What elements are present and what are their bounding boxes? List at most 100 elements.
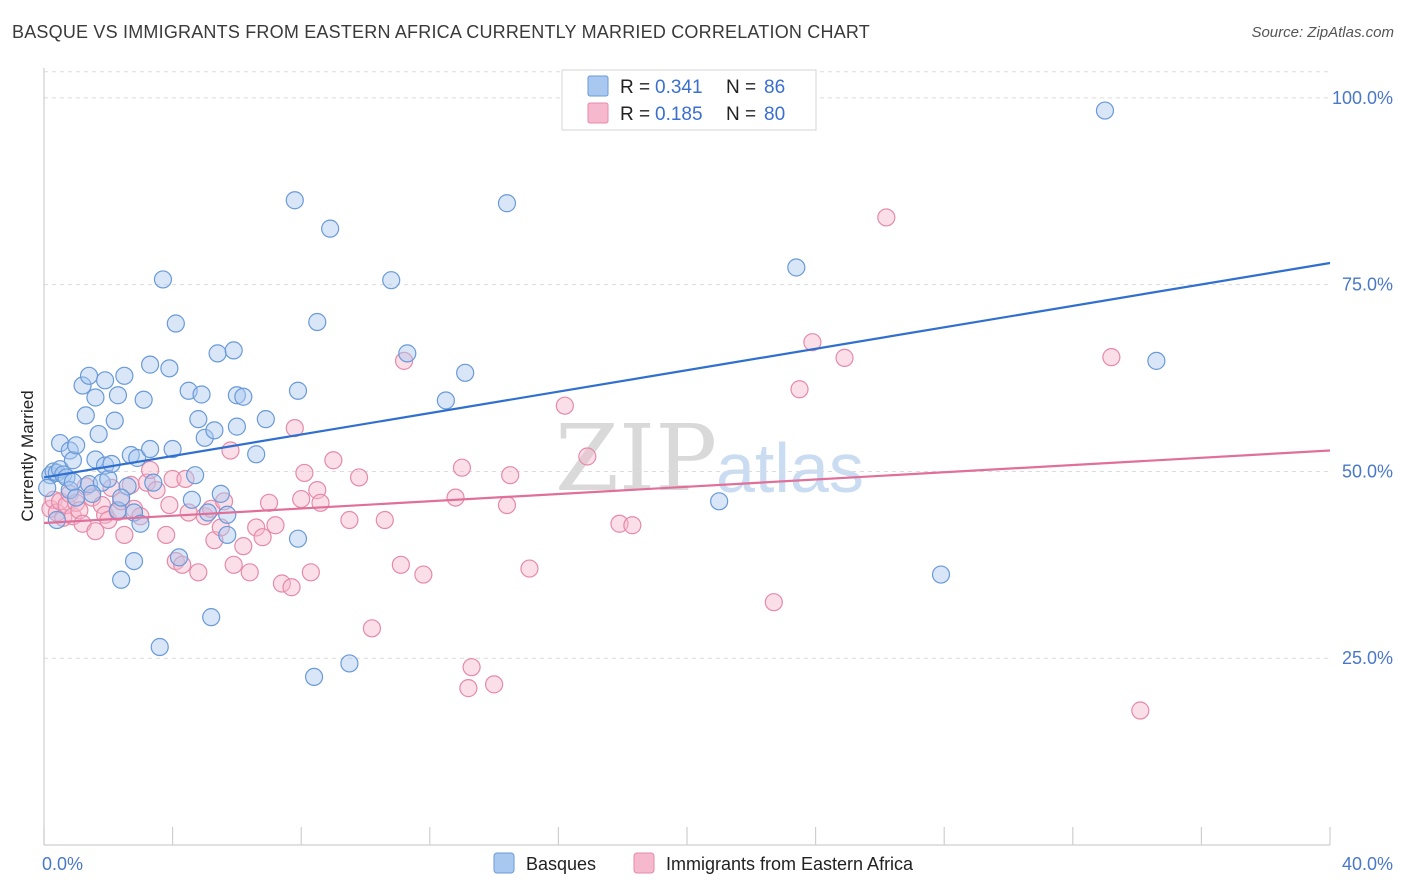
basques-point-44 bbox=[166, 314, 185, 333]
basques-point-80 bbox=[1095, 101, 1115, 120]
bottom-legend-label-immigrants: Immigrants from Eastern Africa bbox=[666, 854, 914, 874]
y-tick-label-75: 75.0% bbox=[1342, 275, 1393, 295]
immigrants-point-81 bbox=[1102, 348, 1121, 367]
immigrants-point-45 bbox=[253, 528, 272, 547]
basques-point-8 bbox=[63, 451, 83, 470]
immigrants-point-46 bbox=[259, 493, 279, 512]
basques-point-14 bbox=[76, 406, 95, 425]
source-credit: Source: ZipAtlas.com bbox=[1251, 24, 1394, 41]
legend-n-value-immigrants: 80 bbox=[764, 104, 785, 125]
basques-point-72 bbox=[382, 271, 401, 290]
basques-point-63 bbox=[247, 445, 266, 464]
immigrants-point-60 bbox=[375, 510, 394, 530]
basques-point-42 bbox=[160, 359, 179, 378]
basques-point-12 bbox=[67, 488, 86, 507]
legend-r-value-immigrants: 0.185 bbox=[655, 104, 703, 125]
basques-point-84 bbox=[112, 488, 131, 507]
basques-point-78 bbox=[787, 258, 806, 277]
legend-r-label-basques: R = bbox=[620, 77, 650, 98]
immigrants-point-28 bbox=[160, 495, 179, 515]
immigrants-point-58 bbox=[349, 468, 369, 487]
immigrants-point-66 bbox=[459, 679, 478, 698]
y-axis-title: Currently Married bbox=[18, 390, 37, 521]
basques-point-26 bbox=[108, 386, 128, 405]
immigrants-point-32 bbox=[176, 469, 195, 489]
immigrants-point-52 bbox=[295, 463, 314, 483]
basques-point-37 bbox=[140, 355, 160, 374]
immigrants-point-29 bbox=[163, 469, 182, 489]
immigrants-point-27 bbox=[157, 525, 176, 545]
legend-r-label-immigrants: R = bbox=[620, 104, 650, 125]
basques-point-6 bbox=[50, 433, 70, 453]
basques-point-23 bbox=[99, 469, 118, 489]
series-basques bbox=[38, 101, 1166, 686]
x-ticks bbox=[43, 827, 1331, 845]
immigrants-point-63 bbox=[414, 565, 433, 584]
legend-swatch-immigrants bbox=[587, 102, 609, 124]
basques-point-64 bbox=[256, 410, 275, 429]
x-tick-label-max: 40.0% bbox=[1342, 854, 1393, 874]
immigrants-point-56 bbox=[324, 451, 343, 470]
basques-point-65 bbox=[285, 191, 304, 210]
basques-point-50 bbox=[192, 385, 211, 404]
immigrants-point-44 bbox=[247, 518, 266, 537]
basques-point-73 bbox=[398, 344, 417, 363]
immigrants-point-65 bbox=[452, 458, 472, 477]
basques-point-17 bbox=[86, 388, 105, 407]
basques-point-15 bbox=[79, 366, 99, 385]
basques-point-69 bbox=[308, 312, 327, 332]
basques-point-71 bbox=[340, 654, 359, 673]
basques-point-13 bbox=[73, 376, 92, 395]
series-immigrants-eastern-africa bbox=[41, 208, 1150, 720]
basques-point-33 bbox=[124, 551, 144, 571]
basques-point-53 bbox=[202, 608, 221, 627]
basques-point-30 bbox=[118, 477, 137, 496]
basques-point-43 bbox=[163, 439, 182, 459]
legend-swatch-basques bbox=[587, 75, 609, 97]
immigrants-point-34 bbox=[189, 563, 208, 582]
legend-n-value-basques: 86 bbox=[764, 77, 785, 98]
immigrants-point-53 bbox=[301, 563, 320, 582]
basques-point-70 bbox=[321, 219, 340, 238]
bottom-legend-swatch-basques bbox=[493, 852, 515, 874]
basques-point-58 bbox=[218, 525, 237, 545]
basques-point-75 bbox=[456, 363, 475, 382]
immigrants-point-78 bbox=[803, 333, 822, 352]
basques-point-61 bbox=[227, 386, 246, 405]
immigrants-point-68 bbox=[485, 675, 504, 694]
basques-point-25 bbox=[105, 411, 124, 430]
basques-point-55 bbox=[208, 344, 227, 363]
y-tick-label-100: 100.0% bbox=[1332, 88, 1393, 108]
y-tick-label-25: 25.0% bbox=[1342, 648, 1393, 668]
immigrants-point-47 bbox=[266, 516, 285, 535]
immigrants-point-59 bbox=[362, 619, 382, 638]
immigrants-point-20 bbox=[115, 525, 134, 545]
basques-point-62 bbox=[234, 387, 253, 406]
basques-point-82 bbox=[38, 478, 57, 497]
immigrants-point-43 bbox=[240, 563, 259, 582]
basques-point-51 bbox=[195, 428, 214, 447]
basques-point-79 bbox=[931, 565, 951, 584]
basques-point-28 bbox=[112, 570, 131, 589]
immigrants-point-71 bbox=[520, 559, 539, 578]
trend-line-basques bbox=[43, 261, 1331, 479]
basques-point-29 bbox=[115, 366, 134, 385]
basques-point-48 bbox=[186, 466, 205, 485]
immigrants-point-57 bbox=[340, 510, 359, 530]
basques-point-24 bbox=[102, 454, 121, 474]
basques-point-21 bbox=[95, 371, 115, 390]
basques-point-67 bbox=[288, 529, 308, 548]
basques-point-54 bbox=[205, 421, 224, 440]
basques-point-76 bbox=[497, 194, 517, 213]
legend-n-label-basques: N = bbox=[726, 77, 756, 98]
basques-point-66 bbox=[288, 381, 308, 400]
basques-point-85 bbox=[83, 484, 102, 503]
x-tick-label-min: 0.0% bbox=[42, 854, 83, 874]
immigrants-point-72 bbox=[555, 396, 574, 415]
y-tick-labels: 25.0% 50.0% 75.0% 100.0% bbox=[1332, 88, 1393, 668]
basques-point-45 bbox=[169, 548, 189, 567]
basques-point-47 bbox=[182, 490, 201, 509]
immigrants-point-80 bbox=[877, 208, 896, 227]
bottom-legend-label-basques: Basques bbox=[526, 854, 596, 874]
